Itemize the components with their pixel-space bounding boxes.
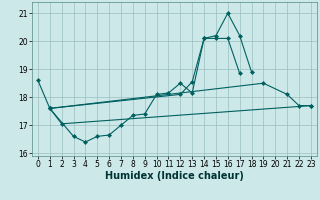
X-axis label: Humidex (Indice chaleur): Humidex (Indice chaleur) <box>105 171 244 181</box>
